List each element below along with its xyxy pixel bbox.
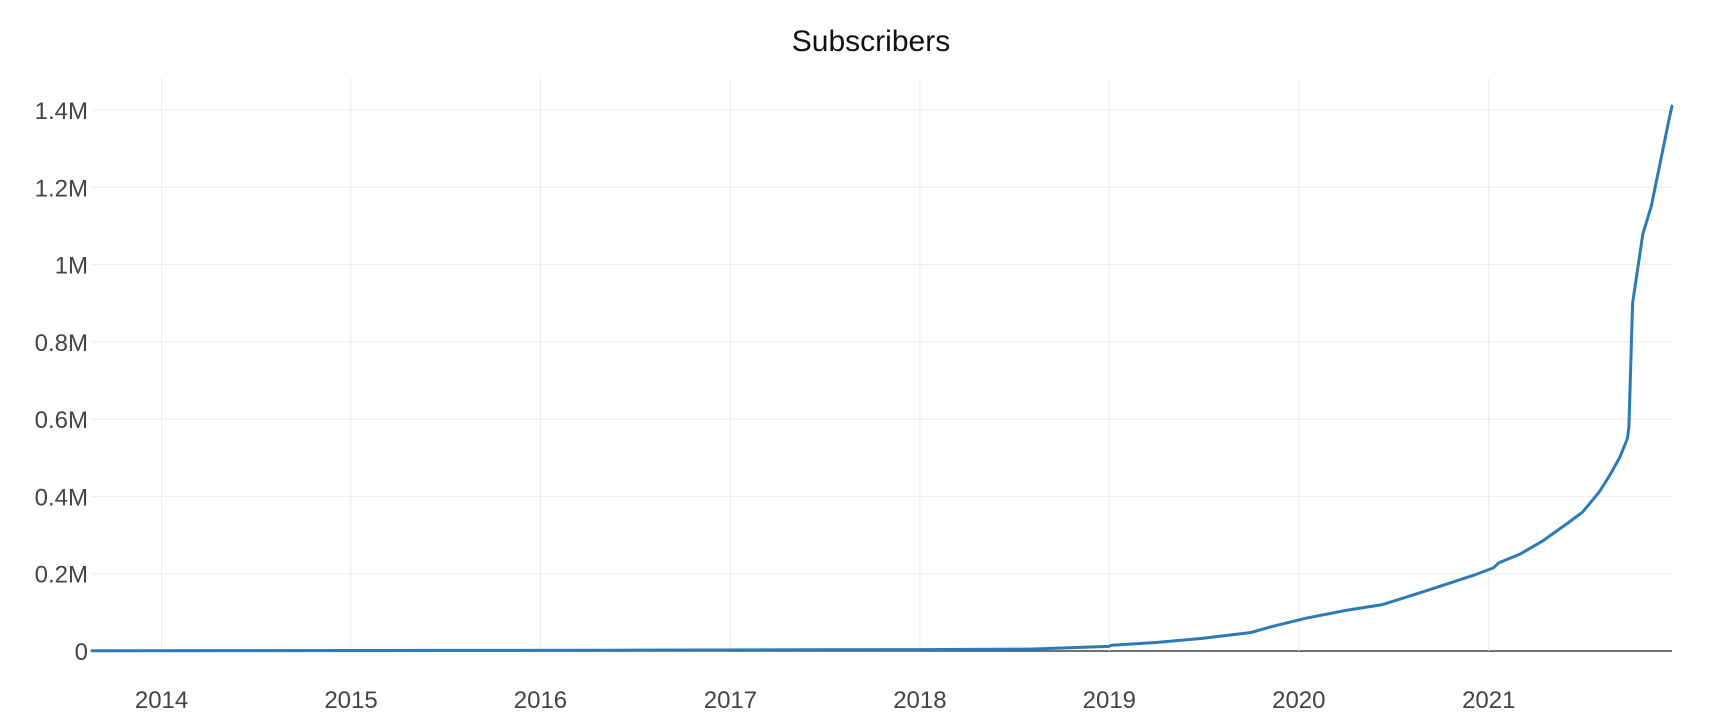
y-tick-label: 0.2M [35, 562, 88, 589]
y-tick-label: 1.4M [35, 98, 88, 125]
x-tick-label: 2014 [135, 687, 188, 714]
x-tick-label: 2018 [893, 687, 946, 714]
y-tick-label: 0.6M [35, 407, 88, 434]
y-tick-label: 0 [75, 639, 88, 666]
y-tick-label: 1M [55, 253, 88, 280]
series-lines [90, 104, 1674, 653]
x-tick-label: 2015 [324, 687, 377, 714]
x-tick-label: 2017 [704, 687, 757, 714]
x-tick-label: 2020 [1272, 687, 1325, 714]
y-axis-ticks: 0 0.2M 0.4M 0.6M 0.8M 1M 1.2M 1.4M [35, 98, 88, 666]
chart-title: Subscribers [792, 25, 950, 58]
x-tick-label: 2021 [1462, 687, 1515, 714]
y-tick-label: 0.8M [35, 330, 88, 357]
y-tick-label: 0.4M [35, 484, 88, 511]
gridlines [92, 78, 1672, 652]
x-axis-ticks: 2014 2015 2016 2017 2018 2019 2020 2021 [135, 687, 1516, 714]
y-tick-label: 1.2M [35, 175, 88, 202]
x-tick-label: 2016 [514, 687, 567, 714]
x-tick-label: 2019 [1083, 687, 1136, 714]
series-line-0 [90, 104, 1674, 653]
